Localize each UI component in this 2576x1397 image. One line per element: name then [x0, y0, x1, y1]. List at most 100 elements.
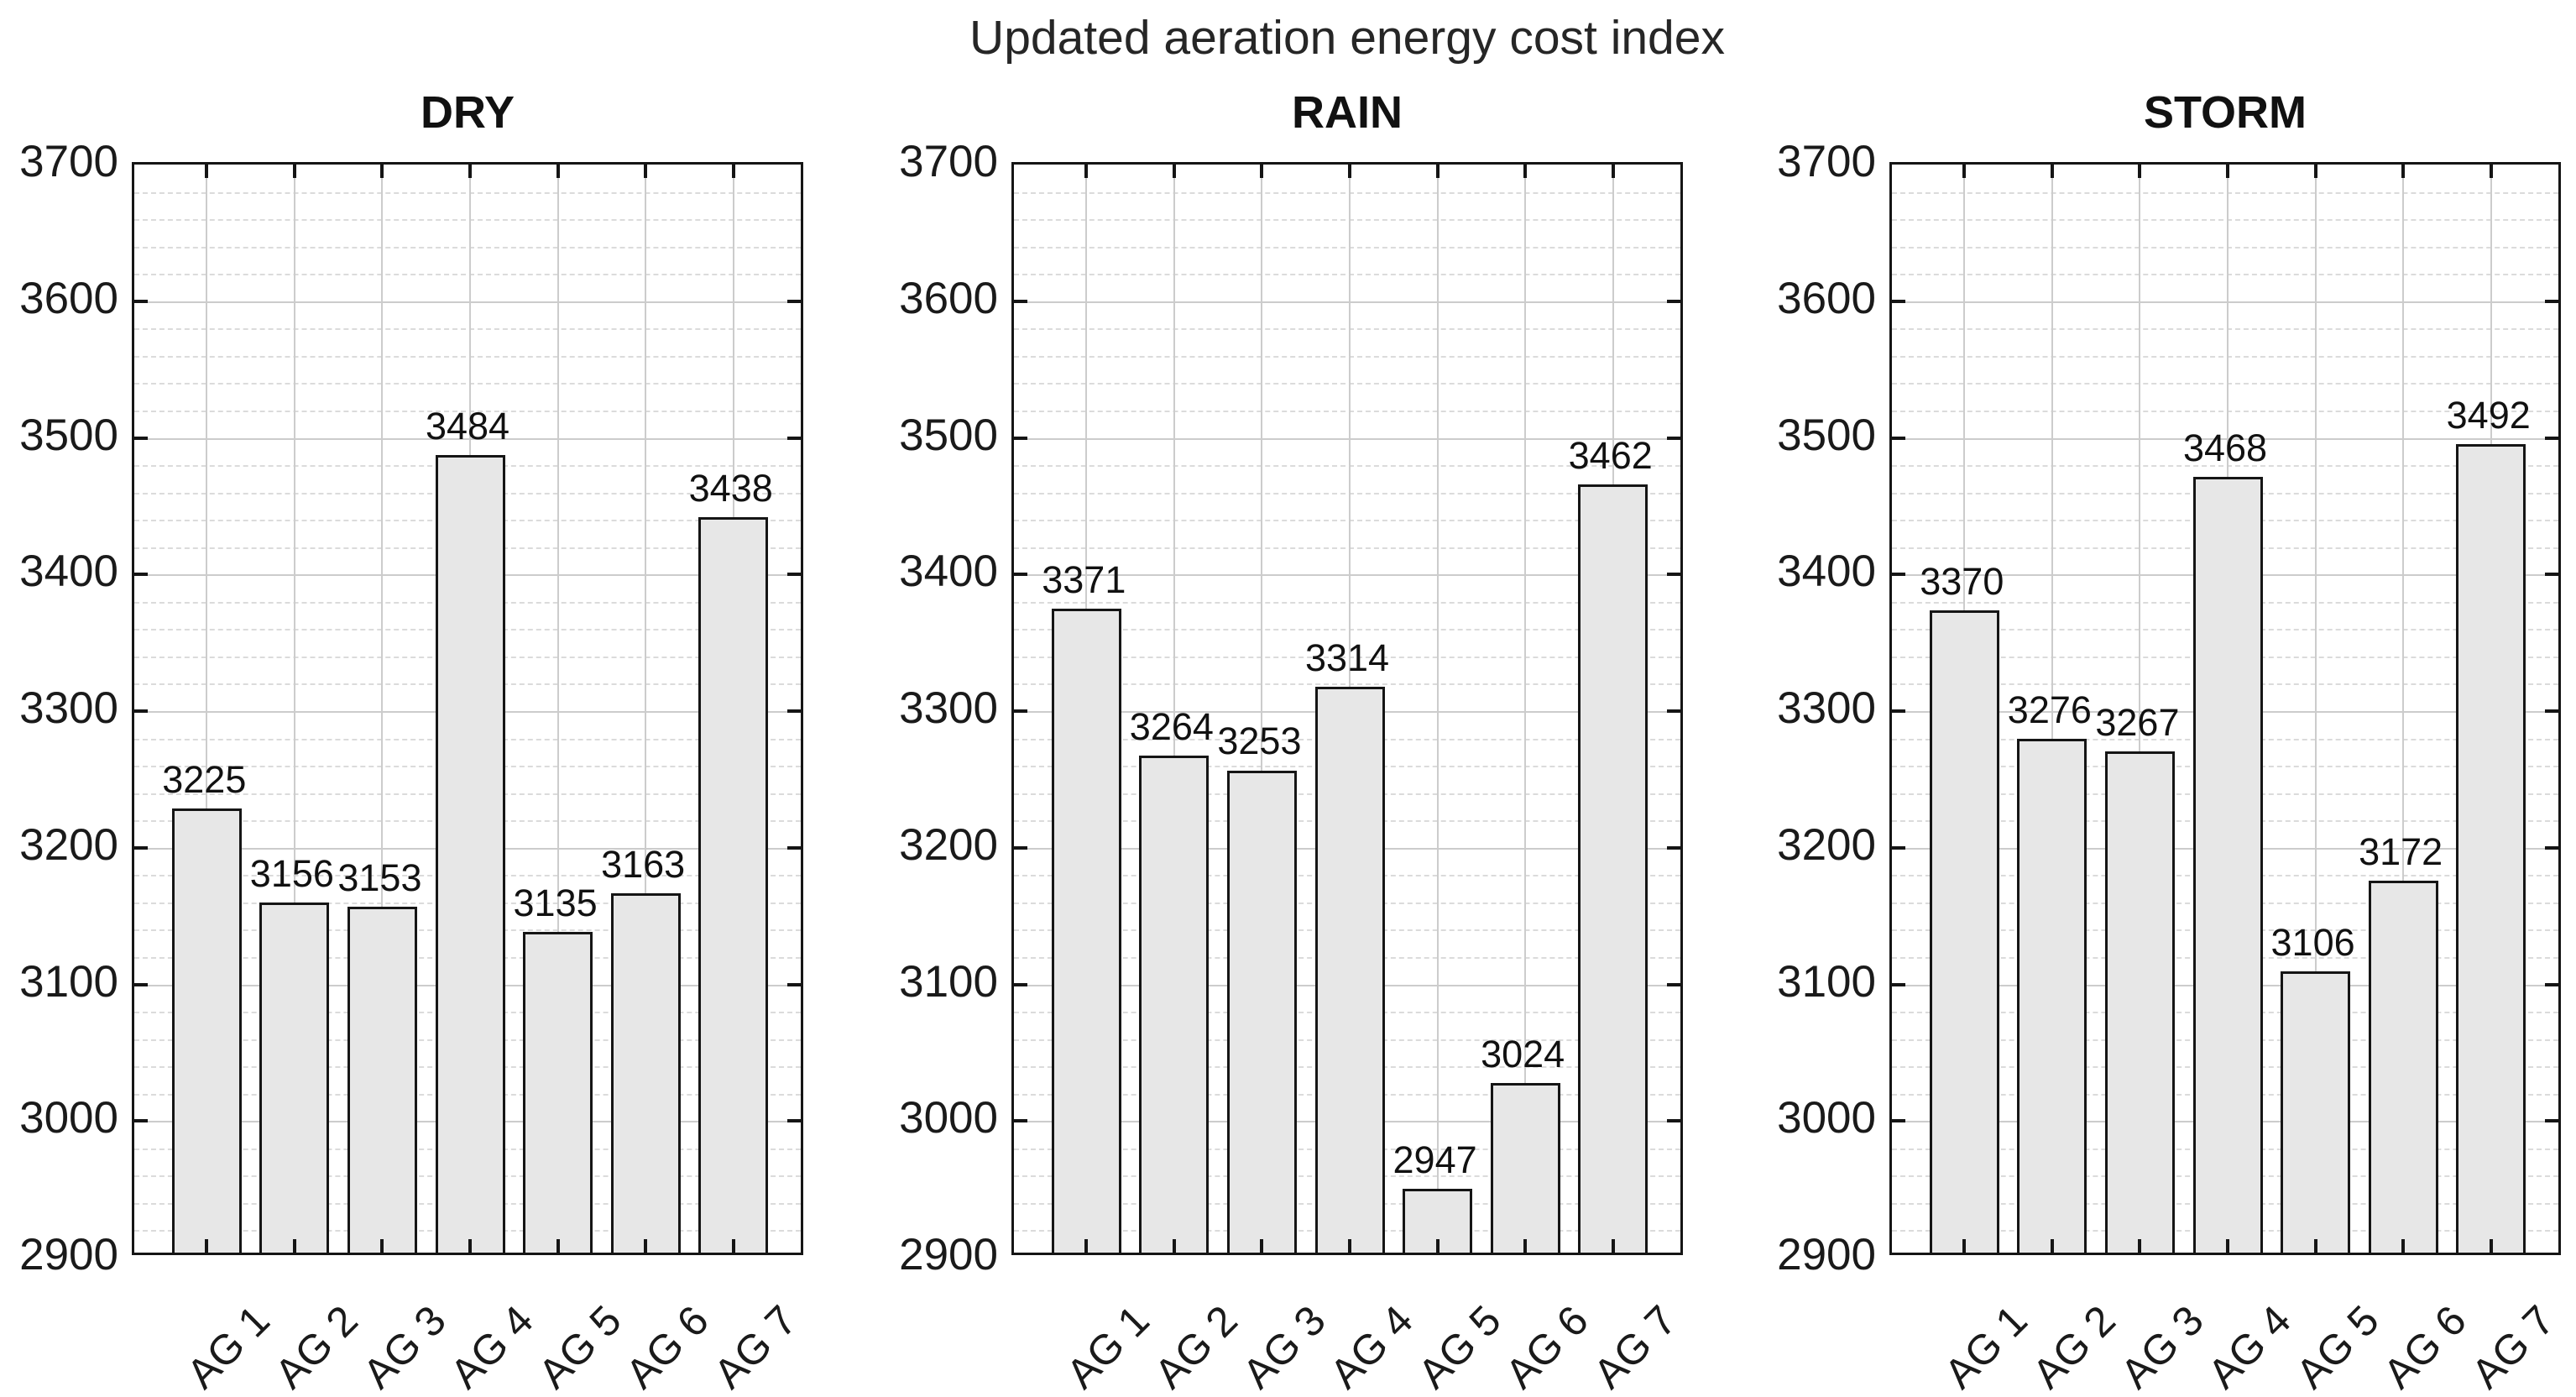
x-tick-mark-top — [2313, 165, 2317, 178]
bar-ag-2 — [259, 903, 330, 1253]
vertical-gridline — [2402, 165, 2405, 1253]
minor-gridline — [1892, 383, 2558, 385]
x-tick-label: AG 1 — [1936, 1296, 2037, 1397]
x-tick-mark-bottom — [2401, 1239, 2406, 1253]
y-tick-label: 2900 — [899, 1230, 998, 1279]
y-tick-mark-left — [1892, 573, 1905, 577]
minor-gridline — [1014, 274, 1680, 276]
bar-value-label: 3267 — [2095, 700, 2180, 744]
minor-gridline — [134, 274, 801, 276]
x-tick-mark-bottom — [2050, 1239, 2054, 1253]
y-tick-mark-left — [134, 1119, 148, 1123]
y-tick-mark-left — [134, 982, 148, 986]
x-tick-mark-top — [1435, 165, 1440, 178]
bar-value-label: 3276 — [2007, 688, 2092, 732]
y-tick-mark-left — [1014, 845, 1027, 850]
bar-ag-7 — [698, 517, 769, 1253]
y-tick-mark-left — [134, 299, 148, 303]
y-tick-mark-right — [2545, 709, 2558, 713]
x-tick-mark-top — [292, 165, 296, 178]
x-tick-mark-bottom — [1260, 1239, 1264, 1253]
x-tick-label: AG 1 — [1058, 1296, 1159, 1397]
x-tick-mark-bottom — [2313, 1239, 2317, 1253]
x-tick-label: AG 5 — [2286, 1296, 2388, 1397]
minor-gridline — [1014, 328, 1680, 331]
bar-value-label: 3492 — [2446, 393, 2531, 437]
y-tick-mark-right — [787, 1119, 801, 1123]
y-tick-mark-left — [1892, 982, 1905, 986]
y-tick-mark-left — [1892, 1119, 1905, 1123]
y-tick-label: 3200 — [19, 819, 118, 870]
bar-value-label: 3314 — [1304, 636, 1390, 680]
x-tick-label: AG 4 — [1320, 1296, 1422, 1397]
x-tick-label: AG 5 — [529, 1296, 630, 1397]
bar-value-label: 3024 — [1481, 1033, 1565, 1076]
minor-gridline — [134, 355, 801, 358]
bar-value-label: 3370 — [1920, 560, 2004, 604]
y-tick-mark-right — [787, 982, 801, 986]
y-tick-mark-right — [2545, 573, 2558, 577]
y-tick-label: 3300 — [1777, 683, 1876, 733]
x-tick-mark-bottom — [2138, 1239, 2142, 1253]
y-tick-mark-left — [1014, 299, 1027, 303]
bar-value-label: 3172 — [2359, 830, 2443, 874]
vertical-gridline — [1524, 165, 1527, 1253]
y-tick-mark-left — [134, 573, 148, 577]
x-tick-label: AG 2 — [1145, 1296, 1246, 1397]
minor-gridline — [1014, 410, 1680, 412]
x-tick-mark-bottom — [2226, 1239, 2229, 1253]
y-tick-mark-right — [2545, 982, 2558, 986]
y-tick-mark-right — [2545, 845, 2558, 850]
bar-ag-1 — [1929, 610, 1999, 1253]
minor-gridline — [1014, 465, 1680, 468]
bar-ag-2 — [1139, 755, 1210, 1253]
y-tick-mark-left — [1014, 573, 1027, 577]
minor-gridline — [1892, 355, 2558, 358]
x-tick-mark-bottom — [1172, 1239, 1176, 1253]
minor-gridline — [1014, 383, 1680, 385]
x-tick-mark-bottom — [1435, 1239, 1440, 1253]
x-tick-mark-top — [1523, 165, 1528, 178]
plot-area-storm — [1889, 162, 2561, 1255]
plot-area-rain — [1011, 162, 1683, 1255]
major-gridline — [1014, 437, 1680, 440]
vertical-gridline — [381, 165, 384, 1253]
x-tick-mark-top — [2050, 165, 2054, 178]
bar-value-label: 3106 — [2270, 920, 2355, 964]
x-tick-label: AG 5 — [1408, 1296, 1510, 1397]
y-tick-mark-right — [1667, 1119, 1680, 1123]
bar-value-label: 3371 — [1042, 558, 1126, 602]
minor-gridline — [134, 191, 801, 194]
y-tick-mark-right — [1667, 845, 1680, 850]
y-tick-mark-left — [134, 436, 148, 440]
minor-gridline — [134, 219, 801, 222]
y-tick-label: 3300 — [899, 683, 998, 733]
x-tick-mark-top — [2138, 165, 2142, 178]
bar-ag-1 — [171, 808, 242, 1253]
y-tick-label: 3100 — [899, 956, 998, 1007]
x-tick-label: AG 6 — [616, 1296, 718, 1397]
x-tick-label: AG 1 — [178, 1296, 280, 1397]
subplot-title-storm: STORM — [2143, 87, 2307, 138]
major-gridline — [134, 301, 801, 303]
x-tick-label: AG 4 — [441, 1296, 542, 1397]
y-tick-mark-left — [1014, 436, 1027, 440]
minor-gridline — [1014, 547, 1680, 549]
minor-gridline — [1014, 629, 1680, 631]
bar-value-label: 3163 — [601, 842, 686, 886]
minor-gridline — [1892, 219, 2558, 222]
x-tick-label: AG 6 — [2374, 1296, 2476, 1397]
x-tick-label: AG 3 — [353, 1296, 455, 1397]
minor-gridline — [134, 410, 801, 412]
bar-value-label: 3264 — [1129, 704, 1214, 748]
vertical-gridline — [2139, 165, 2141, 1253]
bar-value-label: 3484 — [425, 404, 510, 447]
minor-gridline — [1014, 683, 1680, 686]
minor-gridline — [134, 246, 801, 249]
x-tick-mark-bottom — [1084, 1239, 1089, 1253]
y-tick-label: 3400 — [1777, 547, 1876, 597]
y-tick-mark-left — [1892, 845, 1905, 850]
y-tick-label: 3700 — [1777, 137, 1876, 186]
minor-gridline — [1014, 656, 1680, 658]
y-tick-label: 3700 — [899, 137, 998, 186]
